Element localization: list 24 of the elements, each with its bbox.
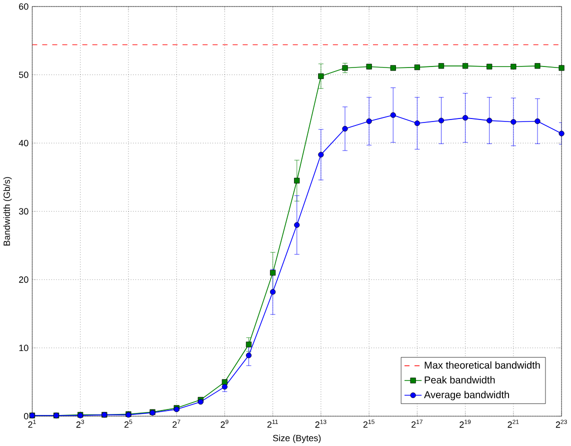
x-tick-label: 2$^{21}$ (508, 420, 519, 428)
y-tick-label: 10 (19, 344, 28, 351)
x-tick-label: 2$^{17}$ (412, 420, 422, 428)
y-tick-label: 50 (18, 71, 28, 78)
legend-label: Peak bandwidth (424, 376, 495, 384)
x-tick-label: 2$^{9}$ (220, 420, 228, 428)
y-tick-label: 20 (19, 276, 28, 283)
x-tick-label: 2$^{15}$ (363, 420, 374, 428)
y-tick-label: 40 (18, 140, 28, 146)
x-tick-label: 2$^{13}$ (315, 420, 326, 428)
x-tick-label: 2$^{23}$ (556, 420, 567, 428)
legend-label: Max theoretical bandwidth (424, 361, 540, 369)
legend-label: Average bandwidth (424, 390, 509, 400)
y-tick-label: 0 (24, 412, 28, 420)
x-axis-title: Size (Bytes) (272, 434, 321, 443)
x-tick-label: 2$^{7}$ (172, 420, 180, 428)
x-tick-label: 2$^{19}$ (460, 420, 471, 428)
x-tick-label: 2$^{1}$ (28, 420, 36, 428)
y-axis-title: Bandwidth (Gb/s) (3, 176, 12, 246)
y-tick-label: 30 (18, 208, 28, 214)
y-tick-label: 60 (19, 3, 28, 10)
x-tick-label: 2$^{5}$ (124, 420, 132, 428)
x-tick-label: 2$^{11}$ (267, 420, 278, 428)
x-tick-label: 2$^{3}$ (76, 420, 84, 428)
